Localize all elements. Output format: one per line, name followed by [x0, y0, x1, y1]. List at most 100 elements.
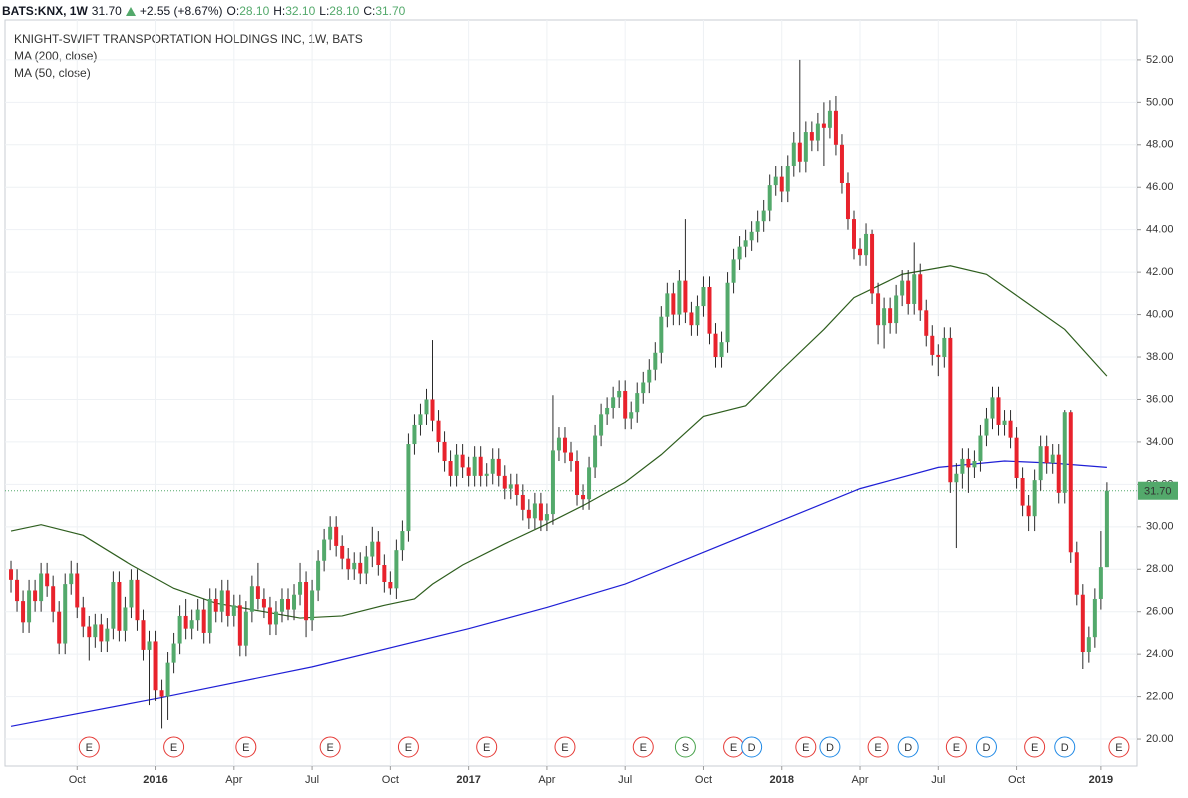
candle-body — [809, 132, 814, 141]
candle-body — [147, 641, 152, 650]
candle-body — [153, 641, 158, 691]
candle-body — [189, 620, 194, 629]
candle-body — [69, 573, 74, 585]
event-label: D — [748, 742, 756, 754]
candle-body — [713, 333, 718, 358]
candle-body — [785, 166, 790, 192]
candle-body — [358, 562, 363, 574]
candle-body — [213, 598, 218, 612]
event-marker — [632, 736, 654, 758]
candle-body — [51, 586, 56, 612]
candle-body — [605, 407, 610, 415]
candle-body — [936, 354, 941, 358]
x-tick-label: Apr — [538, 774, 555, 786]
candle-body — [797, 142, 802, 162]
candle-body — [201, 609, 206, 633]
candle-body — [779, 176, 784, 192]
ohlc: O:28.10 H:32.10 L:28.10 C:31.70 — [227, 4, 410, 18]
ohlc-value: 31.70 — [375, 4, 406, 18]
candle-body — [1044, 446, 1049, 464]
up-arrow — [125, 6, 136, 16]
candle-body — [599, 414, 604, 436]
candle-body — [376, 541, 381, 566]
y-tick-label: 24.00 — [1146, 648, 1174, 660]
candle-body — [9, 569, 14, 580]
candle-body — [1056, 454, 1061, 493]
candle-body — [316, 560, 321, 591]
ohlc-value: 32.10 — [285, 4, 316, 18]
candle-body — [833, 110, 838, 145]
candle-body — [267, 607, 272, 625]
event-label: D — [826, 742, 834, 754]
candle-body — [593, 435, 598, 468]
x-tick-label: Oct — [1008, 774, 1025, 786]
candle-body — [370, 541, 375, 557]
candle-body — [478, 456, 483, 476]
candle-body — [75, 573, 80, 608]
event-label: D — [982, 742, 990, 754]
x-tick-label: Jul — [618, 774, 632, 786]
candle-body — [177, 615, 182, 644]
candle-body — [1032, 480, 1037, 517]
candle-body — [912, 274, 917, 304]
event-marker — [867, 736, 889, 758]
candle-body — [755, 221, 760, 232]
candle-body — [954, 473, 959, 483]
candle-body — [496, 458, 501, 476]
candle-body — [1080, 594, 1085, 653]
event-marker — [554, 736, 576, 758]
candle-body — [418, 414, 423, 425]
candle-body — [1008, 420, 1013, 438]
y-tick-label: 52.00 — [1146, 54, 1174, 66]
y-tick-label: 22.00 — [1146, 691, 1174, 703]
candle-body — [87, 626, 92, 638]
event-marker — [319, 736, 341, 758]
candle-body — [394, 550, 399, 589]
event-label: E — [1031, 742, 1038, 754]
candle-body — [225, 590, 230, 616]
candle-body — [352, 562, 357, 570]
candle-body — [171, 643, 176, 663]
candle-body — [960, 458, 965, 474]
candle-body — [845, 182, 850, 220]
y-tick-label: 28.00 — [1146, 563, 1174, 575]
y-tick-label: 46.00 — [1146, 181, 1174, 193]
candle-body — [617, 390, 622, 398]
candle-body — [249, 586, 254, 612]
candle-body — [1074, 552, 1079, 595]
candle-body — [279, 598, 284, 612]
candle-body — [641, 382, 646, 394]
candle-body — [1062, 412, 1067, 493]
candle-body — [520, 494, 525, 510]
candle-body — [304, 581, 309, 621]
candle-body — [731, 259, 736, 283]
y-tick-label: 30.00 — [1146, 521, 1174, 533]
event-label: E — [640, 742, 647, 754]
candle-body — [514, 484, 519, 495]
candle-body — [1086, 637, 1091, 653]
x-tick-label: Apr — [851, 774, 868, 786]
candle-body — [39, 573, 44, 602]
candle-body — [231, 605, 236, 616]
candle-body — [677, 280, 682, 315]
candle-body — [159, 690, 164, 697]
event-label: S — [682, 742, 689, 754]
candle-body — [629, 412, 634, 419]
candle-body — [424, 399, 429, 415]
candle-body — [99, 624, 104, 642]
candle-body — [442, 441, 447, 462]
candle-body — [575, 461, 580, 495]
y-tick-label: 44.00 — [1146, 224, 1174, 236]
candle-body — [406, 444, 411, 532]
event-marker — [795, 736, 817, 758]
candle-body — [635, 393, 640, 413]
candle-body — [737, 246, 742, 260]
event-label: E — [561, 742, 568, 754]
candle-body — [701, 286, 706, 307]
candle-body — [1098, 567, 1103, 599]
y-tick-label: 50.00 — [1146, 96, 1174, 108]
x-tick-label: Apr — [225, 774, 242, 786]
candle-body — [791, 142, 796, 167]
candle-body — [273, 611, 278, 625]
x-tick-label: Oct — [69, 774, 86, 786]
